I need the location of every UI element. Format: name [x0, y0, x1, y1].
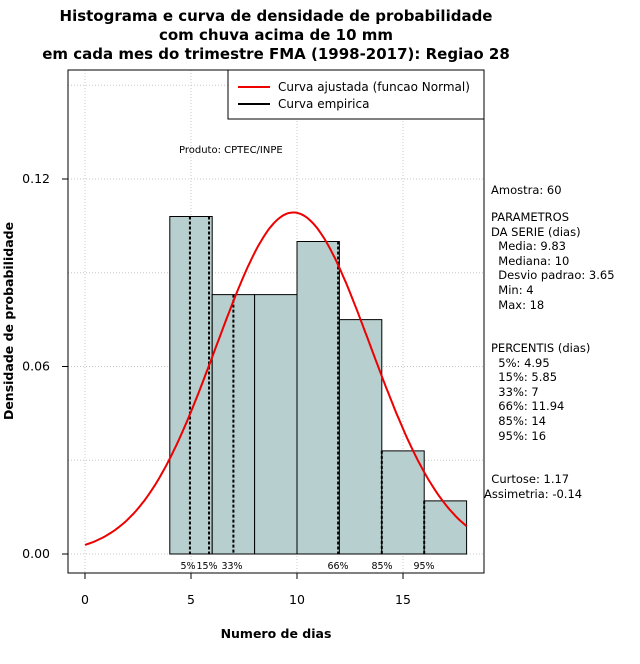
- x-axis-label: Numero de dias: [221, 626, 332, 641]
- product-note: Produto: CPTEC/INPE: [179, 145, 283, 156]
- shape-stats: Curtose: 1.17 Assimetria: -0.14: [484, 472, 583, 501]
- histogram-bar-4: [296, 241, 340, 555]
- chart-title-line-1: Histograma e curva de densidade de proba…: [60, 7, 493, 25]
- percentiles-block: PERCENTIS (dias) 5%: 4.95 15%: 5.85 33%:…: [491, 341, 591, 443]
- y-tick-label-2: 0.06: [22, 359, 50, 374]
- chart-title-line-2: com chuva acima de 10 mm: [159, 26, 393, 44]
- x-tick-label-4: 15: [395, 592, 411, 607]
- percentile-label-4: 66%: [327, 561, 348, 572]
- histogram-bar-5: [338, 319, 383, 555]
- percentile-label-3: 33%: [221, 561, 242, 572]
- histogram-bar-1: [169, 216, 213, 555]
- percentile-label-5: 85%: [371, 561, 392, 572]
- x-tick-label-1: 0: [81, 592, 89, 607]
- normal-fit-curve: [84, 211, 468, 546]
- y-tick-label-1: 0.00: [22, 546, 50, 561]
- y-axis-label: Densidade de probabilidade: [1, 222, 16, 420]
- legend-label-1: Curva ajustada (funcao Normal): [278, 80, 470, 94]
- chart-title-line-3: em cada mes do trimestre FMA (1998-2017)…: [42, 45, 510, 63]
- percentile-label-6: 95%: [413, 561, 434, 572]
- x-tick-label-3: 10: [289, 592, 305, 607]
- histogram-bar-7: [423, 500, 468, 555]
- legend-box: [227, 69, 485, 120]
- histogram-bar-6: [381, 450, 425, 555]
- series-parameters: PARAMETROS DA SERIE (dias) Media: 9.83 M…: [491, 210, 615, 312]
- percentile-label-1: 5%: [180, 561, 195, 572]
- percentile-label-2: 15%: [196, 561, 217, 572]
- legend-label-2: Curva empirica: [278, 97, 369, 111]
- sample-size: Amostra: 60: [491, 183, 562, 197]
- x-tick-label-2: 5: [187, 592, 195, 607]
- histogram-bar-3: [254, 294, 298, 555]
- y-tick-label-3: 0.12: [22, 171, 50, 186]
